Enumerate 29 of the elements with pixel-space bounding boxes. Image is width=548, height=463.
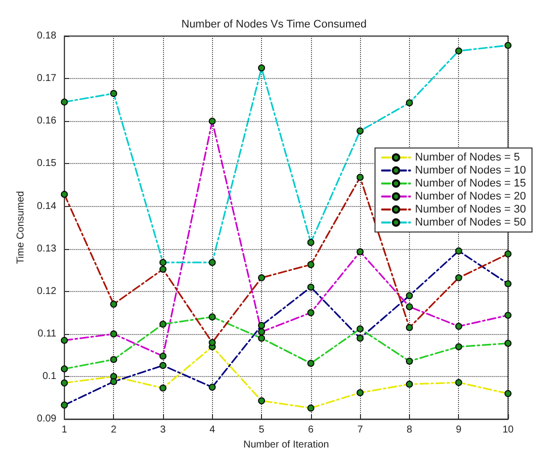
y-tick-label: 0.18 <box>36 30 57 42</box>
chart-title: Number of Nodes Vs Time Consumed <box>181 18 367 30</box>
legend-label: Number of Nodes = 20 <box>415 190 526 202</box>
x-tick-label: 10 <box>502 424 514 436</box>
x-tick-label: 2 <box>110 424 117 436</box>
y-tick-label: 0.1 <box>42 371 57 382</box>
x-tick-label: 9 <box>456 424 462 436</box>
x-tick-label: 7 <box>357 424 364 436</box>
y-tick-label: 0.13 <box>36 243 57 254</box>
x-tick-label: 5 <box>258 424 265 436</box>
legend-label: Number of Nodes = 30 <box>415 204 526 216</box>
y-axis-title: Time Consumed <box>16 191 26 264</box>
x-tick-label: 4 <box>209 424 216 436</box>
x-tick-label: 8 <box>406 424 413 436</box>
x-tick-label: 1 <box>62 424 68 436</box>
y-tick-label: 0.14 <box>36 200 57 212</box>
legend-label: Number of Nodes = 15 <box>415 178 526 190</box>
legend-label: Number of Nodes = 5 <box>415 152 520 164</box>
y-tick-label: 0.12 <box>36 286 57 297</box>
x-tick-label: 3 <box>160 424 166 436</box>
y-tick-label: 0.15 <box>36 158 57 170</box>
y-tick-label: 0.09 <box>36 414 57 425</box>
legend-label: Number of Nodes = 10 <box>415 164 526 176</box>
x-axis-title: Number of Iteration <box>243 440 329 450</box>
y-tick-label: 0.11 <box>38 328 57 340</box>
y-tick-label: 0.17 <box>36 73 57 84</box>
y-tick-label: 0.16 <box>36 116 57 127</box>
x-tick-label: 6 <box>308 424 314 436</box>
legend-label: Number of Nodes = 50 <box>415 216 526 228</box>
